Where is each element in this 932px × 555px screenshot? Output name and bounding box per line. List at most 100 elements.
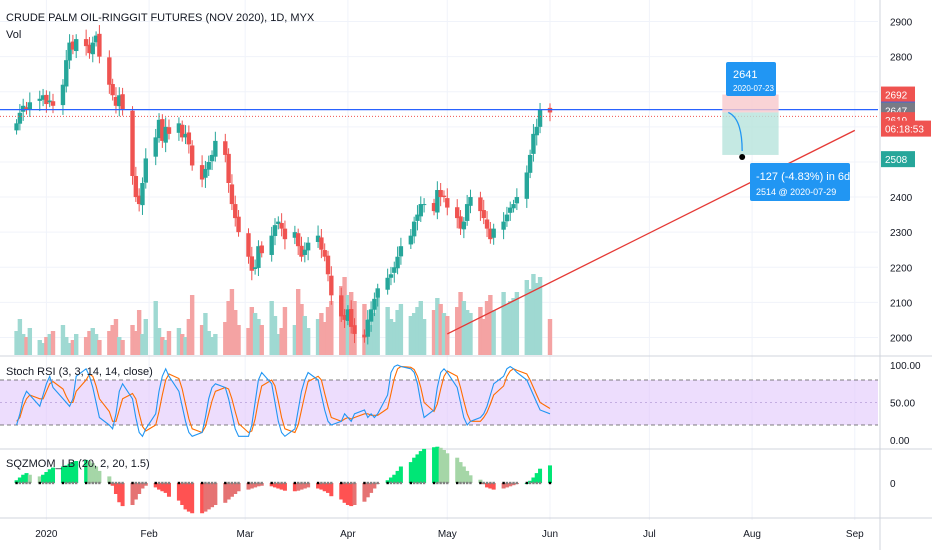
squeeze-dot <box>489 481 492 485</box>
squeeze-dot <box>98 481 101 485</box>
annotation-bottom-box <box>750 163 850 201</box>
momentum-bar <box>90 463 95 483</box>
squeeze-dot <box>137 481 141 485</box>
volume-bar <box>130 325 135 355</box>
momentum-bar <box>322 483 327 492</box>
volume-bar <box>508 301 513 355</box>
squeeze-dot <box>409 481 413 485</box>
candle-body <box>461 221 467 230</box>
volume-bar <box>395 310 400 355</box>
momentum-bar <box>67 463 72 483</box>
momentum-bar <box>203 483 208 512</box>
squeeze-dot <box>293 481 297 485</box>
squeeze-dot <box>340 481 343 485</box>
squeeze-dot <box>277 481 280 485</box>
volume-bar <box>514 292 520 355</box>
squeeze-dot <box>230 481 234 485</box>
squeeze-dot <box>399 481 403 485</box>
candle-body <box>418 204 423 217</box>
time-tick-label: Apr <box>340 529 356 540</box>
volume-bar <box>431 310 437 355</box>
candle-body <box>365 319 370 337</box>
momentum-bar <box>246 483 251 490</box>
squeeze-dot <box>502 481 505 485</box>
momentum-bar <box>233 483 238 494</box>
squeeze-dot <box>134 481 138 485</box>
momentum-bar <box>445 453 450 483</box>
volume-bar <box>398 304 404 355</box>
candle-body <box>133 175 139 198</box>
squeeze-dot <box>446 481 449 485</box>
candle-body <box>431 203 437 212</box>
candle-body <box>527 154 533 173</box>
forecast-target-dot <box>739 154 746 161</box>
time-tick-label: Feb <box>140 529 158 540</box>
squeeze-dot <box>436 481 439 485</box>
squeeze-dot <box>18 481 22 485</box>
momentum-bar <box>412 457 417 483</box>
momentum-bar <box>504 483 509 488</box>
candle-body <box>40 95 46 100</box>
stoch-rsi-label: Stoch RSI (3, 3, 14, 14, close) <box>6 366 153 378</box>
squeeze-dot <box>237 481 240 485</box>
momentum-bar <box>349 483 354 507</box>
squeeze-dot <box>257 481 260 485</box>
candle-body <box>514 197 520 204</box>
volume-bar <box>299 304 304 355</box>
momentum-bar <box>226 483 231 500</box>
candle-body <box>233 204 238 219</box>
candle-body <box>441 195 447 198</box>
squeeze-dot <box>108 481 111 485</box>
squeeze-dot <box>247 481 250 485</box>
momentum-bar <box>422 448 427 483</box>
candle-body <box>464 204 470 221</box>
squeeze-dot <box>412 481 416 485</box>
volume-bar <box>133 331 139 355</box>
volume-bar <box>233 310 238 355</box>
volume-bar <box>70 340 76 355</box>
candle-body <box>83 39 89 47</box>
momentum-bar <box>501 483 506 489</box>
volume-bar <box>107 331 112 355</box>
candle-body <box>415 214 420 221</box>
squeeze-dot <box>373 481 376 485</box>
momentum-bar <box>133 483 138 500</box>
candle-body <box>199 165 205 180</box>
momentum-bar <box>329 483 334 497</box>
momentum-bar <box>455 457 460 483</box>
candle-body <box>252 267 258 270</box>
volume-bar <box>229 289 235 355</box>
squeeze-dot <box>346 481 350 485</box>
squeeze-dot <box>419 481 422 485</box>
squeeze-dot <box>144 481 147 485</box>
squeeze-dot <box>509 481 512 485</box>
squeeze-dot <box>482 481 485 485</box>
momentum-bar <box>94 466 99 483</box>
candle-body <box>282 228 288 240</box>
volume-bar <box>44 337 49 355</box>
momentum-bar <box>180 483 185 505</box>
momentum-bar <box>97 470 102 483</box>
candle-body <box>37 98 42 101</box>
volume-bar <box>246 328 251 355</box>
squeeze-dot <box>141 481 144 485</box>
squeeze-dot <box>535 481 538 485</box>
volume-bar <box>24 337 29 355</box>
candle-body <box>44 94 49 105</box>
momentum-bar <box>432 447 437 483</box>
squeeze-dot <box>131 481 134 485</box>
chart-title: CRUDE PALM OIL-RINGGIT FUTURES (NOV 2020… <box>6 12 315 24</box>
squeeze-dot <box>465 481 469 485</box>
momentum-bar <box>253 483 258 488</box>
momentum-bar <box>107 476 112 483</box>
volume-bar <box>160 337 165 355</box>
momentum-bar <box>302 483 307 489</box>
candle-body <box>50 101 56 106</box>
squeeze-dot <box>366 481 369 485</box>
candle-body <box>398 246 404 257</box>
momentum-bar <box>435 446 440 483</box>
momentum-bar <box>392 474 397 483</box>
momentum-bar <box>292 483 297 492</box>
volume-bar <box>501 292 506 355</box>
squeeze-dot <box>51 481 55 485</box>
